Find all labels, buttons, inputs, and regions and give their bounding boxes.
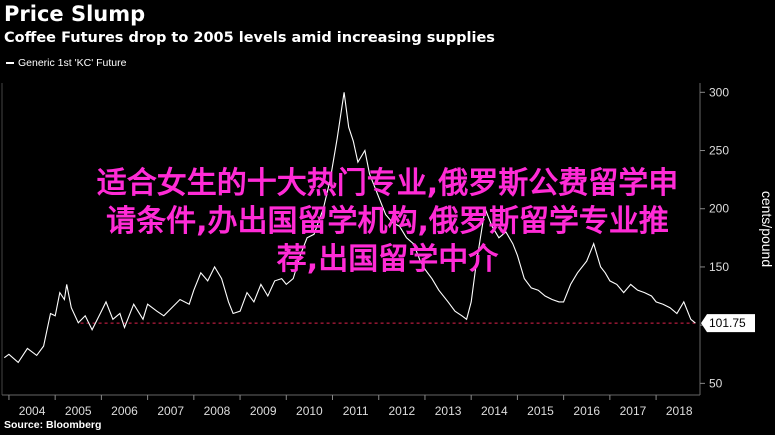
chart-subtitle: Coffee Futures drop to 2005 levels amid … [4,30,495,46]
last-value-label: 101.75 [709,316,746,330]
y-tick-label: 200 [709,202,729,216]
y-tick-label: 250 [709,144,729,158]
x-tick-label: 2017 [620,404,647,418]
x-tick-label: 2005 [65,404,92,418]
y-axis-label: cents/pound [759,191,775,267]
x-tick-label: 2004 [19,404,46,418]
y-tick-label: 300 [709,85,729,99]
legend-label: Generic 1st 'KC' Future [18,57,127,69]
x-tick-label: 2009 [250,404,277,418]
last-value-callout: 101.75 [701,314,755,333]
x-tick-label: 2006 [111,404,138,418]
chart-title: Price Slump [4,2,146,26]
x-tick-label: 2008 [204,404,231,418]
last-value-tag [701,314,755,333]
source-note: Source: Bloomberg [4,419,102,431]
x-tick-label: 2012 [388,404,415,418]
x-tick-label: 2010 [296,404,323,418]
legend: Generic 1st 'KC' Future [6,57,126,69]
legend-swatch [6,62,14,64]
x-tick-label: 2018 [666,404,693,418]
x-tick-label: 2011 [343,404,369,418]
x-tick-label: 2015 [527,404,554,418]
x-tick-label: 2016 [573,404,600,418]
x-axis-ticks: 2004 2005 2006 2007 2008 2009 2010 2011 2012 2013… [8,395,693,418]
y-tick-label: 150 [709,260,729,274]
x-tick-label: 2013 [435,404,462,418]
x-tick-label: 2014 [481,404,508,418]
series-line-kc-future [3,92,696,364]
y-axis-ticks: 50100150200250300 [700,85,729,390]
y-tick-label: 50 [709,376,723,390]
plot-frame [1,83,701,396]
x-tick-label: 2007 [157,404,184,418]
